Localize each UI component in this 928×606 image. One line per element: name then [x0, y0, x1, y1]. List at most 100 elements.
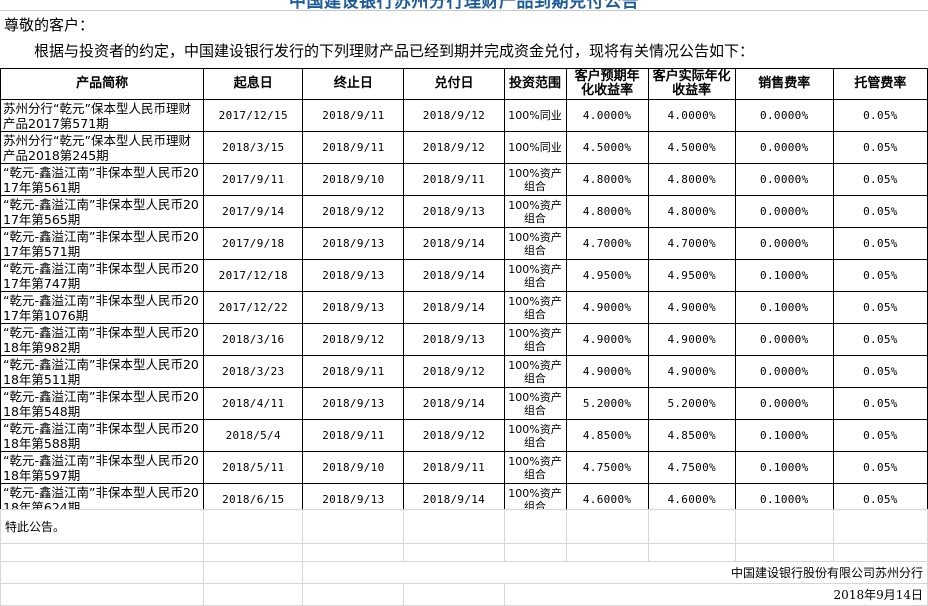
document-title-strip: 中国建设银行苏州分行理财产品到期兑付公告 — [0, 0, 928, 11]
cell-sales-fee: 0.0000% — [734, 355, 834, 388]
cell-start-date: 2017/12/18 — [203, 259, 304, 292]
cell-invest-scope: 100%同业 — [503, 99, 567, 132]
cell-sales-fee: 0.0000% — [734, 163, 834, 196]
cell-sales-fee: 0.1000% — [734, 291, 834, 324]
cell-start-date: 2018/3/23 — [203, 355, 304, 388]
cell-custody-fee: 0.05% — [832, 387, 928, 420]
cell-actual-rate: 4.9000% — [647, 355, 736, 388]
cell-actual-rate: 4.9000% — [647, 323, 736, 356]
footer-grid: 特此公告。 中国建设银行股份有限公司苏州分行 — [0, 509, 928, 606]
cell-custody-fee: 0.05% — [832, 131, 928, 164]
cell-custody-fee: 0.05% — [832, 195, 928, 228]
cell-payment-date: 2018/9/13 — [403, 195, 505, 228]
cell-product-name: “乾元-鑫溢江南”非保本型人民币2017年第1076期 — [0, 291, 205, 324]
cell-product-name: “乾元-鑫溢江南”非保本型人民币2018年第982期 — [0, 323, 205, 356]
blank-cell — [647, 543, 736, 562]
cell-payment-date: 2018/9/12 — [403, 355, 505, 388]
cell-expected-rate: 4.9500% — [565, 259, 649, 292]
cell-custody-fee: 0.05% — [832, 419, 928, 452]
cell-custody-fee: 0.05% — [832, 259, 928, 292]
cell-end-date: 2018/9/13 — [302, 259, 405, 292]
cell-product-name: 苏州分行“乾元”保本型人民币理财产品2018第245期 — [0, 131, 205, 164]
col-header-invest-scope: 投资范围 — [503, 68, 567, 100]
table-row: “乾元-鑫溢江南”非保本型人民币2017年第1076期 2017/12/22 201… — [0, 291, 928, 324]
cell-invest-scope: 100%资产组合 — [503, 387, 567, 420]
cell-expected-rate: 4.7500% — [565, 451, 649, 484]
cell-actual-rate: 4.0000% — [647, 99, 736, 132]
spacer-row — [0, 543, 928, 562]
signature-text: 中国建设银行股份有限公司苏州分行 — [302, 561, 928, 584]
table-row: “乾元-鑫溢江南”非保本型人民币2017年第565期 2017/9/14 2018/… — [0, 195, 928, 228]
cell-end-date: 2018/9/10 — [302, 163, 405, 196]
table-row: “乾元-鑫溢江南”非保本型人民币2018年第511期 2018/3/23 2018/… — [0, 355, 928, 388]
cell-end-date: 2018/9/10 — [302, 451, 405, 484]
cell-start-date: 2017/9/11 — [203, 163, 304, 196]
cell-start-date: 2017/12/22 — [203, 291, 304, 324]
cell-sales-fee: 0.1000% — [734, 259, 834, 292]
cell-actual-rate: 4.8000% — [647, 163, 736, 196]
cell-end-date: 2018/9/13 — [302, 227, 405, 260]
cell-product-name: “乾元-鑫溢江南”非保本型人民币2017年第571期 — [0, 227, 205, 260]
cell-actual-rate: 4.9500% — [647, 259, 736, 292]
blank-cell — [832, 543, 928, 562]
cell-custody-fee: 0.05% — [832, 163, 928, 196]
cell-expected-rate: 4.0000% — [565, 99, 649, 132]
cell-start-date: 2018/3/16 — [203, 323, 304, 356]
blank-cell — [403, 509, 505, 544]
col-header-start-date: 起息日 — [203, 68, 304, 100]
table-row: “乾元-鑫溢江南”非保本型人民币2018年第597期 2018/5/11 2018/… — [0, 451, 928, 484]
col-header-actual-rate: 客户实际年化收益率 — [647, 68, 736, 100]
cell-expected-rate: 4.8500% — [565, 419, 649, 452]
cell-expected-rate: 4.8000% — [565, 163, 649, 196]
blank-cell — [647, 509, 736, 544]
title-divider — [0, 10, 928, 11]
cell-end-date: 2018/9/12 — [302, 323, 405, 356]
cell-custody-fee: 0.05% — [832, 227, 928, 260]
table-row: 苏州分行“乾元”保本型人民币理财产品2018第245期 2018/3/15 2018… — [0, 131, 928, 164]
product-table: 产品简称 起息日 终止日 兑付日 投资范围 客户预期年化收益率 客户实际年化收益… — [0, 68, 928, 516]
blank-cell — [302, 509, 405, 544]
blank-cell — [0, 543, 205, 562]
intro-paragraph: 根据与投资者的约定，中国建设银行发行的下列理财产品已经到期并完成资金兑付，现将有… — [34, 42, 755, 60]
cell-payment-date: 2018/9/14 — [403, 259, 505, 292]
col-header-custody-fee: 托管费率 — [832, 68, 928, 100]
blank-cell — [203, 509, 304, 544]
cell-sales-fee: 0.0000% — [734, 323, 834, 356]
cell-product-name: “乾元-鑫溢江南”非保本型人民币2018年第597期 — [0, 451, 205, 484]
col-header-end-date: 终止日 — [302, 68, 405, 100]
cell-actual-rate: 4.5000% — [647, 131, 736, 164]
cell-start-date: 2017/12/15 — [203, 99, 304, 132]
blank-cell — [734, 509, 834, 544]
cell-product-name: “乾元-鑫溢江南”非保本型人民币2018年第548期 — [0, 387, 205, 420]
blank-cell — [403, 543, 505, 562]
cell-end-date: 2018/9/12 — [302, 195, 405, 228]
cell-expected-rate: 4.5000% — [565, 131, 649, 164]
cell-expected-rate: 4.7000% — [565, 227, 649, 260]
cell-payment-date: 2018/9/12 — [403, 419, 505, 452]
col-header-sales-fee: 销售费率 — [734, 68, 834, 100]
table-row: “乾元-鑫溢江南”非保本型人民币2018年第548期 2018/4/11 2018/… — [0, 387, 928, 420]
cell-invest-scope: 100%资产组合 — [503, 227, 567, 260]
cell-expected-rate: 4.9000% — [565, 323, 649, 356]
cell-expected-rate: 4.9000% — [565, 291, 649, 324]
cell-actual-rate: 4.7000% — [647, 227, 736, 260]
cell-start-date: 2017/9/14 — [203, 195, 304, 228]
cell-custody-fee: 0.05% — [832, 291, 928, 324]
cell-payment-date: 2018/9/12 — [403, 131, 505, 164]
blank-cell — [565, 509, 649, 544]
cell-end-date: 2018/9/11 — [302, 355, 405, 388]
salutation: 尊敬的客户： — [4, 16, 95, 34]
cell-payment-date: 2018/9/14 — [403, 291, 505, 324]
table-row: 苏州分行“乾元”保本型人民币理财产品2017第571期 2017/12/15 201… — [0, 99, 928, 132]
blank-cell — [0, 583, 205, 606]
blank-cell — [503, 509, 567, 544]
cell-invest-scope: 100%资产组合 — [503, 323, 567, 356]
cell-invest-scope: 100%同业 — [503, 131, 567, 164]
cell-sales-fee: 0.1000% — [734, 451, 834, 484]
blank-cell — [503, 543, 567, 562]
cell-end-date: 2018/9/11 — [302, 131, 405, 164]
cell-start-date: 2018/3/15 — [203, 131, 304, 164]
table-row: “乾元-鑫溢江南”非保本型人民币2018年第982期 2018/3/16 2018/… — [0, 323, 928, 356]
blank-cell — [565, 543, 649, 562]
date-row: 2018年9月14日 — [0, 583, 928, 606]
